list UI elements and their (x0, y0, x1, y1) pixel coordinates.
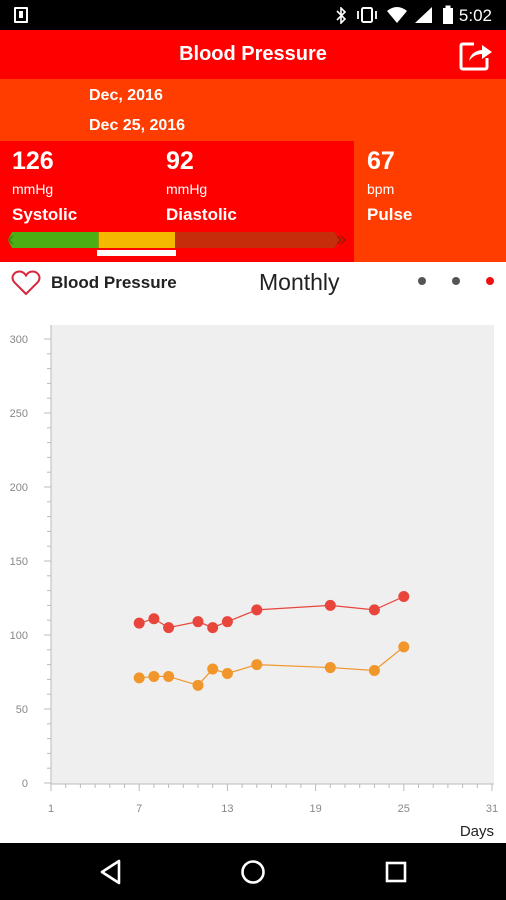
x-tick-label: 7 (136, 803, 142, 815)
systolic-value: 126 (12, 147, 54, 175)
recents-button[interactable] (356, 843, 436, 900)
series-1-point[interactable] (221, 616, 233, 628)
pulse-panel: 67 bpm Pulse (354, 141, 506, 262)
series-2-point[interactable] (251, 659, 263, 671)
vibrate-icon (357, 7, 377, 23)
series-1-point[interactable] (192, 616, 204, 628)
bp-scale-left-chevron (8, 235, 14, 245)
y-tick-label: 250 (10, 408, 28, 420)
series-1-line (139, 595, 405, 629)
series-2-point[interactable] (324, 662, 336, 674)
y-axis: 0 50 100 150 200 250 300 (10, 325, 52, 790)
page-dot-1[interactable] (418, 277, 426, 285)
share-button[interactable] (458, 38, 494, 72)
series-1-point[interactable] (324, 599, 336, 611)
y-tick-label: 300 (10, 334, 28, 346)
series-2-point[interactable] (163, 670, 175, 682)
series-1-point[interactable] (207, 622, 219, 634)
pulse-unit: bpm (367, 181, 395, 197)
series-1-point[interactable] (163, 622, 175, 634)
bp-scale-indicator (97, 250, 176, 256)
series-2-line (139, 646, 405, 687)
series-2-point[interactable] (192, 679, 204, 691)
pulse-label: Pulse (367, 205, 413, 224)
x-tick-label: 13 (221, 803, 233, 815)
series-1-point[interactable] (398, 591, 410, 603)
battery-icon (443, 5, 453, 24)
heart-icon[interactable] (11, 270, 41, 296)
bp-scale-high (175, 232, 342, 248)
x-tick-label: 25 (398, 803, 410, 815)
y-tick-label: 50 (16, 704, 28, 716)
status-bar: 5:02 (0, 0, 506, 30)
home-icon (241, 860, 265, 884)
y-tick-label: 100 (10, 630, 28, 642)
date-strip: Dec, 2016 Dec 25, 2016 (0, 79, 506, 141)
series-1-point[interactable] (251, 604, 263, 616)
back-button[interactable] (71, 843, 151, 900)
chart-title: Blood Pressure (51, 273, 177, 292)
systolic-label: Systolic (12, 205, 78, 224)
recents-icon (385, 861, 407, 883)
bp-scale-normal (8, 232, 99, 248)
bp-chart: 0 50 100 150 200 250 300 1 7 13 19 25 31 Days (10, 325, 498, 840)
x-tick-label: 1 (48, 803, 54, 815)
sim-icon (14, 7, 28, 23)
period-selector[interactable]: Monthly (259, 269, 340, 295)
page-title: Blood Pressure (179, 43, 327, 65)
chart-series (133, 591, 410, 691)
series-2-point[interactable] (368, 665, 380, 677)
diastolic-value: 92 (166, 147, 194, 175)
x-tick-label: 31 (486, 803, 498, 815)
diastolic-label: Diastolic (166, 205, 237, 224)
page-dot-2[interactable] (452, 277, 460, 285)
bp-scale-right-chevron (336, 235, 346, 245)
x-axis: 1 7 13 19 25 31 (48, 783, 498, 815)
x-axis-label: Days (460, 823, 494, 840)
series-2-point[interactable] (207, 663, 219, 675)
series-1-point[interactable] (368, 604, 380, 616)
series-1-point[interactable] (148, 613, 160, 625)
x-tick-label: 19 (309, 803, 321, 815)
home-button[interactable] (213, 843, 293, 900)
series-2-point[interactable] (398, 641, 410, 653)
back-icon (100, 859, 121, 885)
signal-icon (415, 7, 432, 23)
bluetooth-icon (336, 7, 347, 24)
y-tick-label: 200 (10, 482, 28, 494)
page-dot-3[interactable] (486, 277, 494, 285)
series-2-point[interactable] (148, 670, 160, 682)
series-1-point[interactable] (133, 617, 145, 629)
bp-scale-bar (8, 232, 346, 248)
series-2-point[interactable] (133, 672, 145, 684)
bp-scale-elevated (98, 232, 175, 248)
y-tick-label: 0 (22, 778, 28, 790)
nav-bar (0, 843, 506, 900)
date-label[interactable]: Dec 25, 2016 (89, 117, 186, 134)
share-icon (459, 42, 492, 71)
wifi-icon (387, 7, 407, 23)
systolic-unit: mmHg (12, 181, 54, 197)
diastolic-unit: mmHg (166, 181, 208, 197)
month-label[interactable]: Dec, 2016 (89, 87, 163, 104)
pulse-value: 67 (367, 147, 395, 175)
status-time: 5:02 (458, 6, 492, 25)
chart-plot-area (51, 325, 494, 784)
app-bar: Blood Pressure (0, 30, 506, 79)
y-tick-label: 150 (10, 556, 28, 568)
series-2-point[interactable] (221, 667, 233, 679)
